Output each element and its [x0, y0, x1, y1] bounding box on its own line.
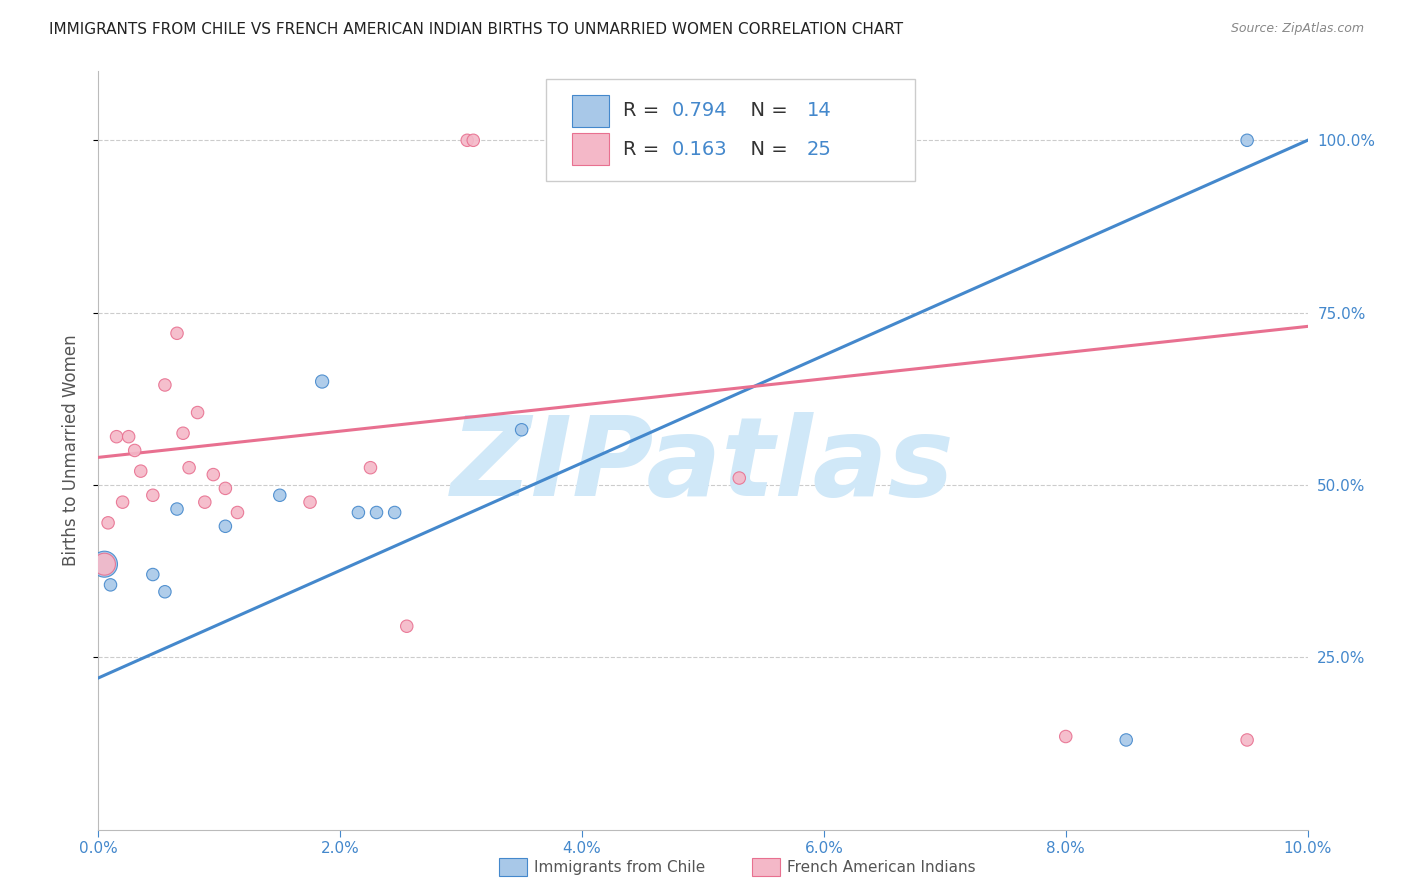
- Point: [1236, 733, 1258, 747]
- Point: [187, 406, 209, 420]
- Point: [129, 464, 152, 478]
- Point: [395, 619, 418, 633]
- FancyBboxPatch shape: [572, 95, 609, 127]
- Point: [269, 488, 291, 502]
- Point: [142, 488, 165, 502]
- Text: N =: N =: [738, 140, 794, 159]
- Text: IMMIGRANTS FROM CHILE VS FRENCH AMERICAN INDIAN BIRTHS TO UNMARRIED WOMEN CORREL: IMMIGRANTS FROM CHILE VS FRENCH AMERICAN…: [49, 22, 903, 37]
- Point: [179, 460, 201, 475]
- Point: [194, 495, 217, 509]
- Point: [202, 467, 225, 482]
- Point: [299, 495, 322, 509]
- Point: [153, 378, 176, 392]
- Point: [124, 443, 146, 458]
- Text: N =: N =: [738, 102, 794, 120]
- Text: R =: R =: [623, 140, 665, 159]
- Point: [97, 516, 120, 530]
- Point: [728, 471, 751, 485]
- Text: 0.163: 0.163: [672, 140, 727, 159]
- Point: [311, 375, 333, 389]
- Text: 25: 25: [807, 140, 832, 159]
- Point: [463, 133, 485, 147]
- Point: [384, 506, 406, 520]
- Point: [347, 506, 370, 520]
- Point: [226, 506, 249, 520]
- Point: [142, 567, 165, 582]
- Point: [214, 482, 236, 496]
- Point: [172, 426, 194, 441]
- Text: French American Indians: French American Indians: [787, 861, 976, 875]
- Point: [118, 430, 141, 444]
- FancyBboxPatch shape: [572, 134, 609, 165]
- Text: ZIPatlas: ZIPatlas: [451, 412, 955, 519]
- Point: [105, 430, 128, 444]
- Point: [360, 460, 382, 475]
- Text: Source: ZipAtlas.com: Source: ZipAtlas.com: [1230, 22, 1364, 36]
- Point: [1236, 133, 1258, 147]
- Point: [456, 133, 478, 147]
- Point: [366, 506, 388, 520]
- Point: [93, 557, 115, 572]
- Point: [214, 519, 236, 533]
- Text: 0.794: 0.794: [672, 102, 727, 120]
- Y-axis label: Births to Unmarried Women: Births to Unmarried Women: [62, 334, 80, 566]
- Point: [166, 502, 188, 516]
- Point: [1115, 733, 1137, 747]
- Point: [510, 423, 533, 437]
- Point: [1054, 730, 1077, 744]
- Point: [100, 578, 122, 592]
- Point: [93, 557, 115, 572]
- FancyBboxPatch shape: [546, 79, 915, 181]
- Text: Immigrants from Chile: Immigrants from Chile: [534, 861, 706, 875]
- Point: [166, 326, 188, 341]
- Text: 14: 14: [807, 102, 832, 120]
- Point: [111, 495, 134, 509]
- Point: [153, 584, 176, 599]
- Text: R =: R =: [623, 102, 665, 120]
